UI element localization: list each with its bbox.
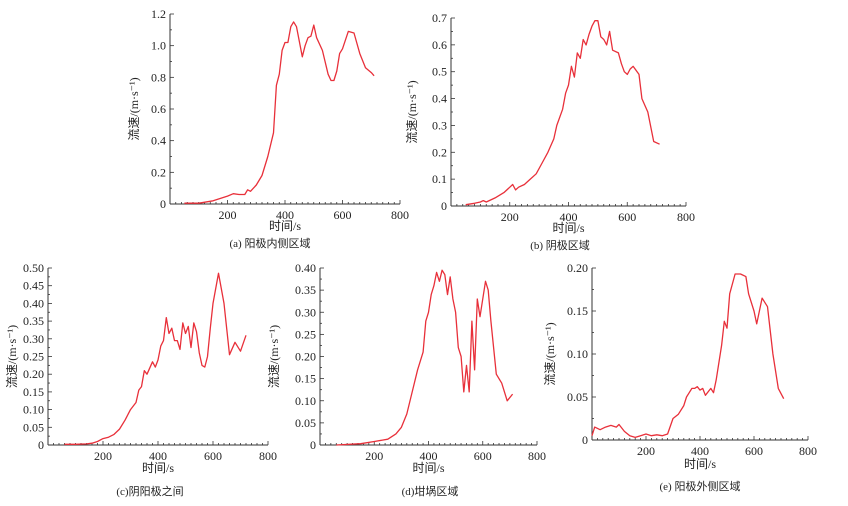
y-tick-label: 0.30 bbox=[23, 332, 44, 346]
y-tick-label: 0.35 bbox=[23, 314, 44, 328]
series-line bbox=[64, 272, 247, 445]
x-tick-label: 200 bbox=[365, 449, 383, 463]
y-tick-label: 0 bbox=[160, 197, 166, 211]
series-line bbox=[465, 20, 660, 206]
y-tick-label: 0.20 bbox=[567, 261, 588, 275]
x-tick-label: 800 bbox=[677, 210, 695, 224]
y-tick-label: 0.50 bbox=[23, 261, 44, 275]
x-tick-label: 400 bbox=[149, 449, 167, 463]
x-tick-label: 400 bbox=[560, 210, 578, 224]
y-tick-label: 0.4 bbox=[432, 92, 447, 106]
x-tick-label: 600 bbox=[618, 210, 636, 224]
x-tick-label: 800 bbox=[799, 444, 817, 458]
y-tick-label: 0.8 bbox=[151, 70, 166, 84]
x-tick-label: 200 bbox=[219, 208, 237, 222]
y-tick-label: 0.40 bbox=[23, 296, 44, 310]
y-axis-label: 流速/(m·s⁻¹) bbox=[127, 77, 141, 140]
y-tick-label: 0 bbox=[441, 199, 447, 213]
panel-caption: (c)阴阳极之间 bbox=[116, 484, 183, 498]
series-line bbox=[336, 269, 514, 446]
y-tick-label: 0.20 bbox=[23, 367, 44, 381]
x-tick-label: 600 bbox=[204, 449, 222, 463]
y-tick-label: 0.30 bbox=[295, 305, 316, 319]
y-tick-label: 0 bbox=[38, 438, 44, 452]
x-tick-label: 800 bbox=[259, 449, 277, 463]
y-tick-label: 0.5 bbox=[432, 65, 447, 79]
x-axis-label: 时间/s bbox=[684, 457, 716, 471]
panel-d: 200 400 600 800 0 0.05 0.10 0.15 0.20 0.25 0.30 0.3… bbox=[267, 261, 546, 498]
y-tick-label: 0.05 bbox=[567, 390, 588, 404]
y-tick-label: 0 bbox=[310, 438, 316, 452]
x-tick-label: 200 bbox=[501, 210, 519, 224]
x-tick-label: 400 bbox=[691, 444, 709, 458]
y-tick-label: 0.3 bbox=[432, 118, 447, 132]
y-tick-label: 0.7 bbox=[432, 11, 447, 25]
x-tick-label: 800 bbox=[528, 449, 546, 463]
y-tick-label: 1.2 bbox=[151, 7, 166, 21]
y-tick-label: 0.25 bbox=[23, 350, 44, 364]
y-tick-label: 0.15 bbox=[295, 372, 316, 386]
y-tick-label: 0.05 bbox=[23, 420, 44, 434]
y-tick-label: 0.4 bbox=[151, 134, 166, 148]
x-tick-label: 600 bbox=[474, 449, 492, 463]
y-axis-label: 流速/(m·s⁻¹) bbox=[267, 325, 281, 388]
x-tick-label: 600 bbox=[334, 208, 352, 222]
panel-caption: (b) 阴极区域 bbox=[530, 238, 590, 252]
x-tick-label: 600 bbox=[745, 444, 763, 458]
panel-caption: (a) 阳极内侧区域 bbox=[230, 236, 311, 250]
y-tick-label: 0.15 bbox=[567, 304, 588, 318]
y-tick-label: 0.40 bbox=[295, 261, 316, 275]
panel-b: 200 400 600 800 0 0.1 0.2 0.3 0.4 0.5 0.6 0.7 时间/s 流速… bbox=[405, 11, 695, 252]
y-tick-label: 0.05 bbox=[295, 416, 316, 430]
series-line bbox=[591, 273, 785, 439]
y-tick-label: 0.15 bbox=[23, 385, 44, 399]
y-tick-label: 0.35 bbox=[295, 283, 316, 297]
y-tick-label: 0.20 bbox=[295, 350, 316, 364]
x-tick-label: 400 bbox=[276, 208, 294, 222]
y-tick-label: 0.2 bbox=[432, 145, 447, 159]
panel-a: 200 400 600 800 0 0.2 0.4 0.6 0.8 1.0 1.2 时间/s 流速/(m… bbox=[127, 7, 409, 250]
y-tick-label: 0.10 bbox=[23, 403, 44, 417]
x-tick-label: 800 bbox=[391, 208, 409, 222]
x-axis-label: 时间/s bbox=[142, 461, 174, 475]
y-tick-label: 0.10 bbox=[295, 394, 316, 408]
x-tick-label: 200 bbox=[94, 449, 112, 463]
x-tick-label: 400 bbox=[420, 449, 438, 463]
y-axis-label: 流速/(m·s⁻¹) bbox=[405, 80, 419, 143]
panel-e: 200 400 600 800 0 0.05 0.10 0.15 0.20 时间/s 流速/(m·s… bbox=[543, 261, 817, 493]
series-line bbox=[184, 21, 375, 204]
y-tick-label: 0.2 bbox=[151, 165, 166, 179]
y-tick-label: 0.6 bbox=[432, 38, 447, 52]
x-axis-label: 时间/s bbox=[412, 461, 444, 475]
y-axis-label: 流速/(m·s⁻¹) bbox=[543, 322, 557, 385]
x-axis-label: 时间/s bbox=[552, 221, 584, 235]
y-tick-label: 1.0 bbox=[151, 39, 166, 53]
y-axis-label: 流速/(m·s⁻¹) bbox=[5, 325, 19, 388]
panel-caption: (d)坩埚区域 bbox=[402, 484, 459, 498]
y-tick-label: 0.25 bbox=[295, 327, 316, 341]
x-axis-label: 时间/s bbox=[269, 219, 301, 233]
y-tick-label: 0.45 bbox=[23, 279, 44, 293]
panel-c: 200 400 600 800 0 0.05 0.10 0.15 0.20 0.25 0.30 0.3… bbox=[5, 261, 277, 498]
y-tick-label: 0.6 bbox=[151, 102, 166, 116]
y-tick-label: 0.10 bbox=[567, 347, 588, 361]
y-tick-label: 0 bbox=[582, 433, 588, 447]
panel-caption: (e) 阳极外侧区域 bbox=[660, 479, 741, 493]
x-tick-label: 200 bbox=[637, 444, 655, 458]
y-tick-label: 0.1 bbox=[432, 172, 447, 186]
